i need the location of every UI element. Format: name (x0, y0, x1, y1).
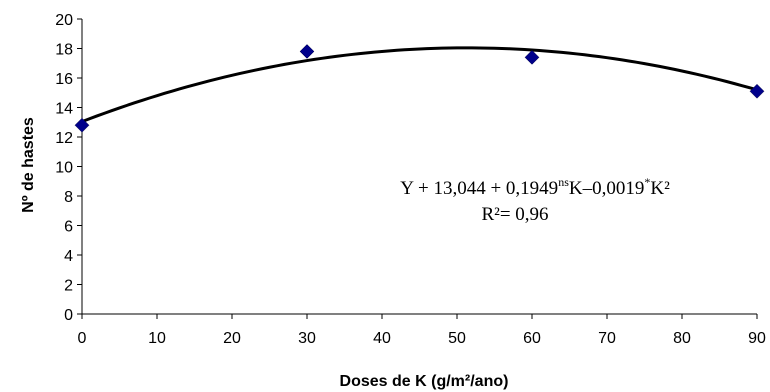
y-tick-label: 18 (55, 42, 73, 59)
y-tick-label: 4 (64, 248, 73, 265)
y-tick-label: 12 (55, 130, 73, 147)
equation-annotation: Y + 13,044 + 0,1949nsK–0,0019*K² (400, 175, 670, 199)
x-tick-label: 10 (148, 330, 166, 347)
y-tick-label: 16 (55, 71, 73, 88)
y-tick-label: 8 (64, 189, 73, 206)
y-tick-label: 20 (55, 12, 73, 29)
equation-superscript-star: * (644, 175, 650, 189)
x-tick-label: 50 (448, 330, 466, 347)
x-tick-label: 40 (373, 330, 391, 347)
x-tick-label: 20 (223, 330, 241, 347)
y-tick-label: 10 (55, 160, 73, 177)
x-tick-label: 70 (598, 330, 616, 347)
x-axis-title: Doses de K (g/m²/ano) (340, 373, 509, 390)
data-point (524, 49, 540, 65)
y-axis-title: Nº de hastes (20, 117, 37, 213)
data-point (299, 44, 315, 59)
x-tick-label: 90 (748, 330, 766, 347)
equation-part-3: K² (650, 178, 670, 199)
equation-part-1: Y + 13,044 + 0,1949 (400, 178, 558, 199)
x-tick-label: 30 (298, 330, 316, 347)
y-tick-label: 6 (64, 219, 73, 236)
trendline-curve (81, 46, 758, 124)
x-tick-label: 80 (673, 330, 691, 347)
equation-part-2: K–0,0019 (569, 178, 644, 199)
data-point (749, 83, 765, 99)
y-tick-label: 0 (64, 307, 73, 324)
x-tick-label: 60 (523, 330, 541, 347)
equation-superscript-ns: ns (558, 175, 569, 189)
r-squared-annotation: R²= 0,96 (481, 204, 548, 225)
y-tick-label: 14 (55, 101, 73, 118)
plot-area: 0 2 4 6 8 10 12 14 16 18 20 0 10 20 30 40 50 60 70 80 90 (55, 12, 766, 347)
x-tick-label: 0 (78, 330, 87, 347)
y-tick-label: 2 (64, 278, 73, 295)
data-point (74, 117, 90, 133)
